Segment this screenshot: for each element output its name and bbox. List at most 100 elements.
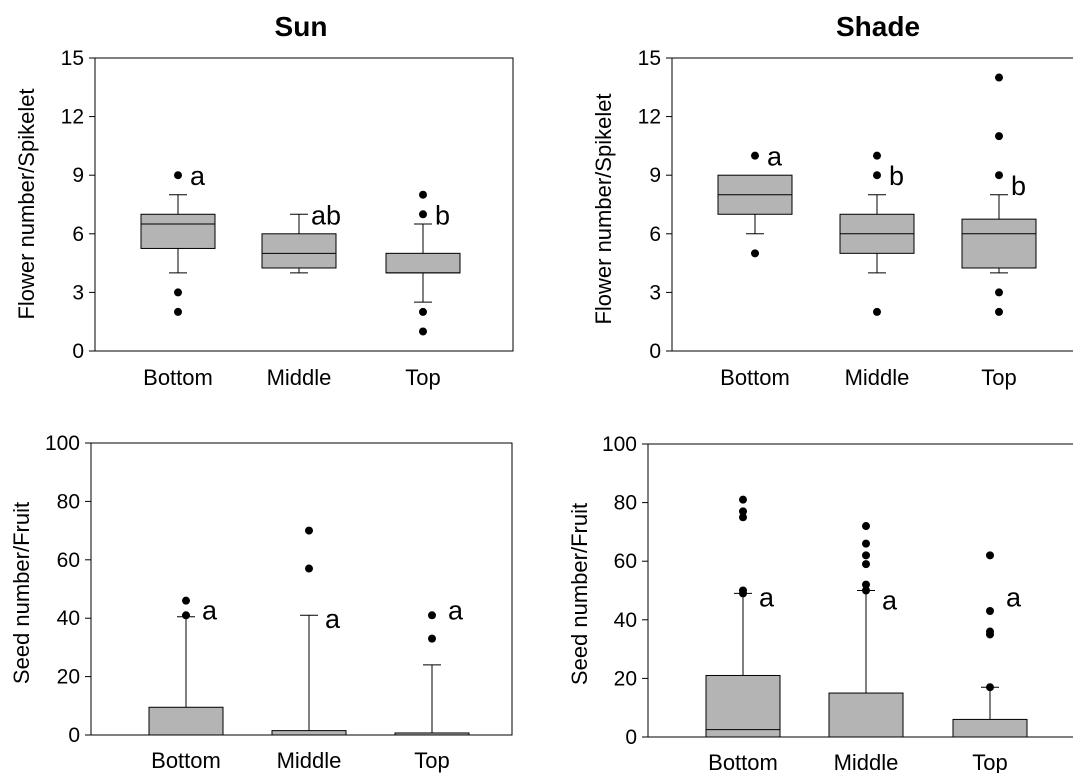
y-tick-label: 80 xyxy=(57,490,80,513)
outlier-point xyxy=(873,171,881,180)
outlier-point xyxy=(428,634,436,643)
x-category-label: Middle xyxy=(845,365,910,390)
y-tick-label: 40 xyxy=(614,609,637,632)
y-tick-label: 15 xyxy=(61,47,84,70)
plot-frame xyxy=(90,442,513,736)
box xyxy=(261,233,337,269)
panel-flower-sun: Sun Flower number/Spikelet 0 3 6 9 12 15 Botto… xyxy=(14,11,514,390)
outlier-point xyxy=(419,327,427,336)
outlier-point xyxy=(862,560,870,569)
panel-seed-shade: Seed number/Fruit 0 20 40 60 80 100 Bottom a Mid… xyxy=(567,433,1073,773)
x-category-label: Bottom xyxy=(720,365,790,390)
y-axis-label: Seed number/Fruit xyxy=(9,502,34,684)
y-tick-label: 60 xyxy=(57,549,80,572)
significance-letter: a xyxy=(190,161,206,191)
panel-title: Shade xyxy=(836,11,920,42)
x-category-label: Top xyxy=(405,365,440,390)
outlier-point xyxy=(862,539,870,548)
plot-frame xyxy=(671,57,1073,352)
y-tick-label: 12 xyxy=(61,106,84,129)
significance-letter: a xyxy=(767,142,783,172)
plot-frame xyxy=(94,57,514,352)
outlier-point xyxy=(862,586,870,595)
outlier-point xyxy=(862,551,870,560)
significance-letter: a xyxy=(448,595,464,625)
box xyxy=(952,718,1028,738)
outlier-point xyxy=(174,307,182,316)
y-tick-label: 3 xyxy=(72,281,84,304)
x-category-label: Middle xyxy=(834,750,899,773)
box xyxy=(271,730,347,736)
outlier-point xyxy=(995,73,1003,82)
outlier-point xyxy=(182,611,190,620)
y-tick-label: 80 xyxy=(614,492,637,515)
outlier-point xyxy=(751,249,759,258)
x-category-label: Top xyxy=(981,365,1016,390)
outlier-point xyxy=(419,210,427,219)
y-tick-label: 0 xyxy=(625,726,637,749)
box-marks: 0 20 40 60 80 100 Bottom a Middle a Top a xyxy=(45,432,470,773)
outlier-point xyxy=(182,596,190,605)
x-category-label: Top xyxy=(972,750,1007,773)
significance-letter: a xyxy=(202,595,218,625)
panel-flower-shade: Shade Flower number/Spikelet 0 3 6 9 12 15 Bot… xyxy=(591,11,1073,390)
outlier-point xyxy=(174,288,182,297)
y-tick-label: 9 xyxy=(72,164,84,187)
outlier-point xyxy=(995,171,1003,180)
x-category-label: Bottom xyxy=(143,365,213,390)
outlier-point xyxy=(174,171,182,180)
significance-letter: b xyxy=(1011,171,1026,201)
outlier-point xyxy=(305,526,313,535)
outlier-point xyxy=(419,190,427,199)
x-category-label: Middle xyxy=(277,748,342,773)
box xyxy=(961,218,1037,269)
outlier-point xyxy=(986,551,994,560)
box xyxy=(828,692,904,738)
significance-letter: a xyxy=(759,582,775,612)
outlier-point xyxy=(739,589,747,598)
significance-letter: a xyxy=(882,585,898,615)
outlier-point xyxy=(739,495,747,504)
y-tick-label: 3 xyxy=(649,281,661,304)
panel-title: Sun xyxy=(275,11,328,42)
outlier-point xyxy=(873,151,881,160)
y-tick-label: 0 xyxy=(72,340,84,363)
y-tick-label: 100 xyxy=(602,433,637,456)
y-tick-label: 0 xyxy=(649,340,661,363)
y-tick-label: 6 xyxy=(649,223,661,246)
significance-letter: a xyxy=(325,604,341,634)
y-tick-label: 6 xyxy=(72,223,84,246)
outlier-point xyxy=(986,630,994,639)
y-tick-label: 20 xyxy=(57,666,80,689)
panel-seed-sun: Seed number/Fruit 0 20 40 60 80 100 Bottom a Mid… xyxy=(9,432,513,773)
x-category-label: Middle xyxy=(267,365,332,390)
box xyxy=(705,674,781,738)
box-marks: 0 3 6 9 12 15 Bottom a Middle b Top b xyxy=(638,47,1037,390)
significance-letter: b xyxy=(435,200,450,230)
significance-letter: ab xyxy=(311,200,341,230)
box-marks: 0 20 40 60 80 100 Bottom a Middle a Top a xyxy=(602,433,1028,773)
outlier-point xyxy=(419,307,427,316)
outlier-point xyxy=(986,683,994,692)
outlier-point xyxy=(862,580,870,589)
y-tick-label: 0 xyxy=(68,724,80,747)
box xyxy=(148,706,224,736)
outlier-point xyxy=(739,507,747,516)
outlier-point xyxy=(995,288,1003,297)
x-category-label: Bottom xyxy=(708,750,778,773)
outlier-point xyxy=(873,307,881,316)
y-tick-label: 9 xyxy=(649,164,661,187)
y-tick-label: 20 xyxy=(614,667,637,690)
y-tick-label: 60 xyxy=(614,550,637,573)
box xyxy=(140,213,216,249)
outlier-point xyxy=(428,611,436,620)
box-marks: 0 3 6 9 12 15 Bottom a Middle ab Top b xyxy=(61,47,461,390)
y-axis-label: Flower number/Spikelet xyxy=(14,88,39,319)
y-axis-label: Flower number/Spikelet xyxy=(591,93,616,324)
outlier-point xyxy=(995,132,1003,141)
x-category-label: Top xyxy=(414,748,449,773)
y-tick-label: 100 xyxy=(45,432,80,455)
y-tick-label: 40 xyxy=(57,607,80,630)
y-axis-label: Seed number/Fruit xyxy=(567,503,592,685)
